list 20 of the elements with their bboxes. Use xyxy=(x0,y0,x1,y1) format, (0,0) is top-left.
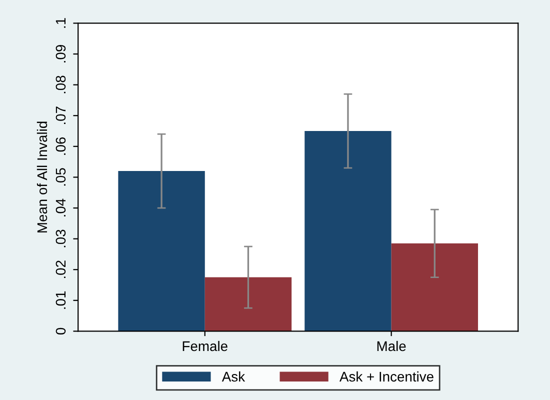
legend-label: Ask xyxy=(222,371,246,382)
bar xyxy=(118,171,205,332)
bar xyxy=(204,277,292,332)
bar xyxy=(304,131,392,332)
y-tick-label: .08 xyxy=(56,76,66,94)
y-tick-label: .1 xyxy=(56,18,66,28)
x-tick-label: Male xyxy=(377,340,406,352)
bar xyxy=(391,243,478,332)
y-tick-label: .04 xyxy=(56,198,66,216)
y-tick-label: .09 xyxy=(56,45,66,62)
y-tick-label: .01 xyxy=(56,291,66,309)
legend-label: Ask + Incentive xyxy=(340,371,434,382)
y-tick-label: .03 xyxy=(56,230,66,248)
y-tick-label: .07 xyxy=(56,106,66,124)
y-tick-label: .05 xyxy=(56,168,66,186)
x-tick-label: Female xyxy=(182,340,228,352)
y-tick-label: .06 xyxy=(56,137,66,155)
y-tick-label: 0 xyxy=(56,328,66,335)
y-axis-title: Mean of All Invalid xyxy=(36,122,48,232)
y-tick-label: .02 xyxy=(56,260,66,278)
